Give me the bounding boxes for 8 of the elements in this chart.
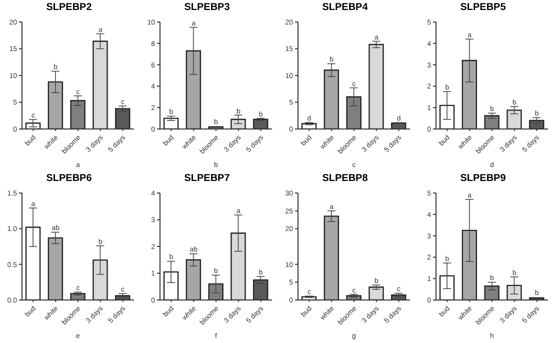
chart-title: SLPEBP6	[45, 172, 93, 186]
chart-title: SLPEBP2	[45, 1, 93, 15]
chart-title: SLPEBP3	[183, 1, 231, 15]
chart-title: SLPEBP8	[321, 172, 369, 186]
chart-title: SLPEBP7	[183, 172, 231, 186]
chart-title: SLPEBP4	[321, 1, 369, 15]
chart-title: SLPEBP9	[459, 172, 507, 186]
chart-title: SLPEBP5	[459, 1, 507, 15]
